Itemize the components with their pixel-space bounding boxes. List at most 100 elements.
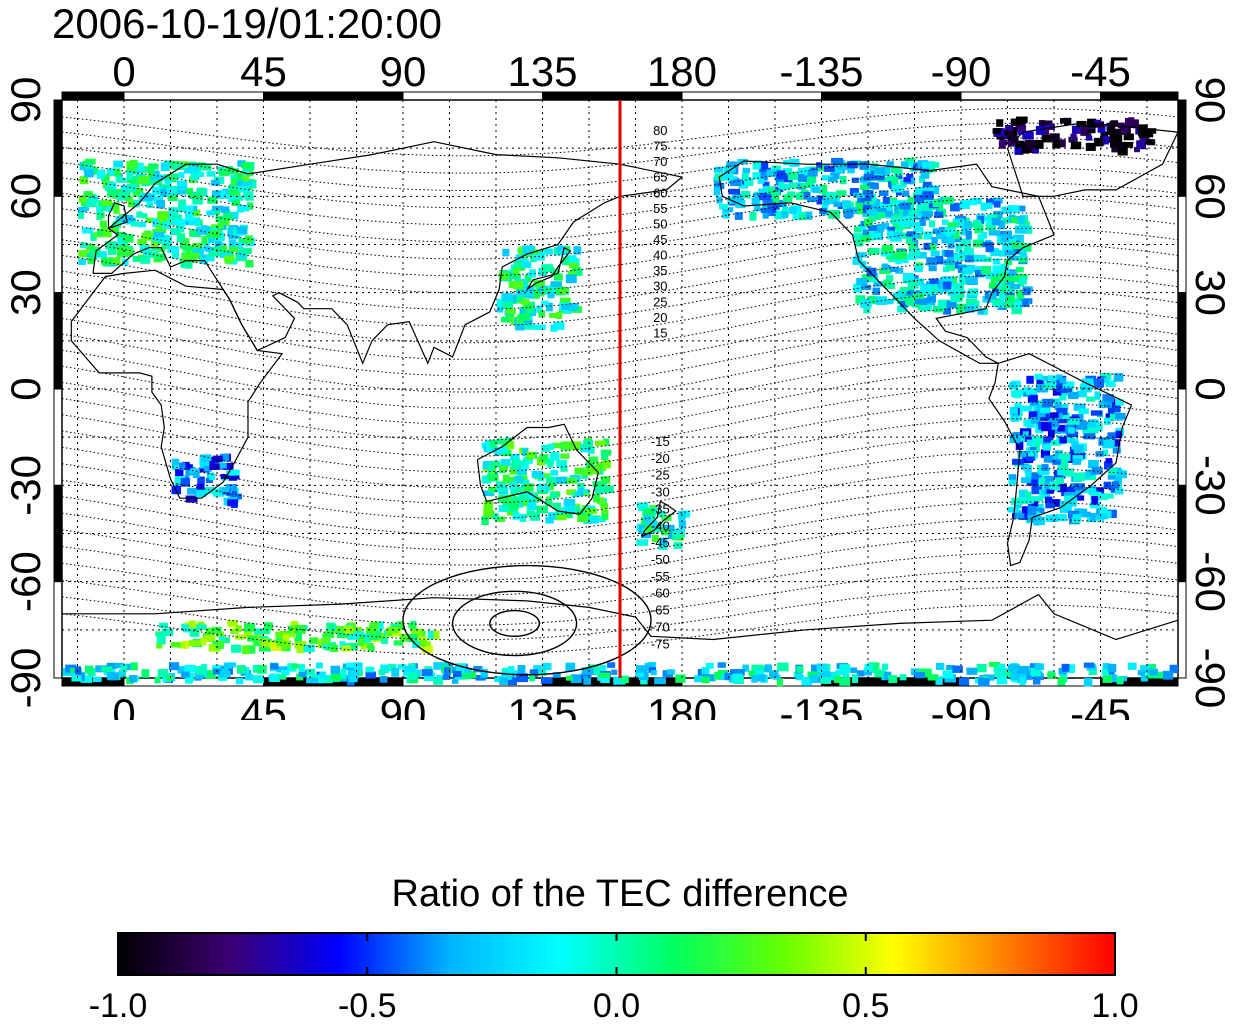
tec-cell [107, 189, 119, 198]
tec-cell [562, 256, 569, 266]
tec-cell [654, 677, 666, 685]
tec-cell [1149, 668, 1158, 676]
magnetic-contour [61, 167, 1179, 226]
tec-cell [863, 173, 874, 181]
tec-cell [881, 244, 894, 253]
tec-cell [913, 293, 925, 299]
tec-cell [986, 198, 994, 205]
tec-cell [760, 207, 772, 213]
tec-cell [911, 233, 921, 239]
tec-cell [869, 164, 876, 170]
tec-cell [541, 300, 549, 306]
tec-cell [868, 227, 880, 236]
tec-cell [276, 666, 288, 673]
tec-cell [771, 165, 782, 171]
tec-cell [203, 486, 215, 494]
tec-cell [974, 269, 985, 278]
tec-cell [903, 176, 911, 183]
tec-cell [1113, 135, 1123, 144]
tec-cell [955, 243, 963, 253]
tec-cell [1076, 421, 1088, 430]
tec-cell [556, 514, 567, 521]
tec-cell [1025, 491, 1032, 501]
tec-cell [225, 483, 237, 492]
tec-cell [510, 273, 521, 280]
tec-cell [473, 665, 483, 673]
tec-cell [200, 460, 210, 469]
tec-cell [364, 633, 372, 643]
tec-cell [306, 677, 319, 684]
tec-cell [1043, 455, 1053, 463]
tec-cell [1084, 472, 1097, 481]
tec-cell [847, 201, 854, 210]
tec-cell [726, 161, 738, 167]
tec-cell [212, 455, 223, 463]
tec-cell [1110, 404, 1121, 413]
tec-cell [919, 218, 926, 226]
tec-cell [601, 513, 609, 520]
tec-cell [862, 212, 869, 218]
tec-cell [275, 631, 288, 638]
tec-cell [1021, 506, 1030, 515]
tec-cell [905, 287, 915, 294]
tec-cell [1043, 444, 1052, 451]
tec-cell [1007, 140, 1019, 147]
tec-cell [522, 457, 533, 464]
tec-cell [613, 676, 625, 685]
tec-cell [717, 662, 726, 668]
tec-cell [1014, 301, 1022, 310]
magnetic-latitude-label: 45 [653, 232, 667, 247]
tec-cell [997, 663, 1006, 670]
tec-cell [600, 476, 611, 484]
tec-cell [85, 665, 94, 674]
tec-cell [247, 202, 254, 210]
tec-cell [900, 179, 907, 188]
tec-cell [1111, 147, 1123, 153]
tec-cell [919, 297, 928, 305]
tec-cell [898, 297, 909, 304]
tec-cell [908, 221, 921, 228]
tec-cell [203, 465, 212, 472]
tec-cell [211, 224, 219, 230]
tec-cell [992, 128, 1001, 134]
magnetic-latitude-label: 60 [653, 185, 667, 200]
tec-cell [229, 227, 239, 235]
tec-cell [282, 640, 292, 648]
tec-cell [741, 173, 749, 182]
tec-cell [187, 488, 199, 495]
tec-cell [862, 229, 869, 238]
tec-cell [1015, 140, 1025, 148]
coastline [476, 423, 599, 515]
tec-cell [196, 483, 205, 492]
tec-cell [235, 677, 244, 685]
tec-cell [565, 675, 573, 681]
tec-cell [1044, 483, 1051, 490]
tec-cell [116, 249, 125, 258]
lat-tick-label-left: 0 [2, 377, 49, 400]
tec-cell [565, 274, 577, 284]
tec-cell [804, 166, 811, 176]
tec-cell [1098, 437, 1109, 446]
magnetic-latitude-label: 50 [653, 216, 667, 231]
tec-cell [856, 277, 868, 286]
tec-cell [922, 161, 932, 169]
tec-cell [555, 311, 563, 319]
tec-cell [850, 667, 858, 674]
tec-cell [217, 222, 224, 229]
lon-tick-label-bottom: -135 [779, 690, 863, 720]
tec-cell [148, 163, 159, 170]
magnetic-latitude-label: -25 [651, 468, 670, 483]
tec-cell [1059, 500, 1072, 510]
tec-cell [927, 674, 939, 681]
axis-ticks: 0 0 45 45 90 90 135 135 180 180 -135 -135 -90 -90 -45 -… [2, 48, 1234, 720]
tec-cell [536, 305, 543, 313]
tec-cell [1022, 287, 1031, 296]
tec-cell [507, 677, 517, 686]
tec-cell [585, 508, 598, 514]
tec-cell [122, 234, 134, 243]
tec-cell [886, 175, 897, 181]
frame-segment-left [53, 99, 63, 197]
tec-cell [222, 487, 230, 493]
tec-cell [1011, 135, 1019, 142]
tec-cell [78, 195, 87, 203]
